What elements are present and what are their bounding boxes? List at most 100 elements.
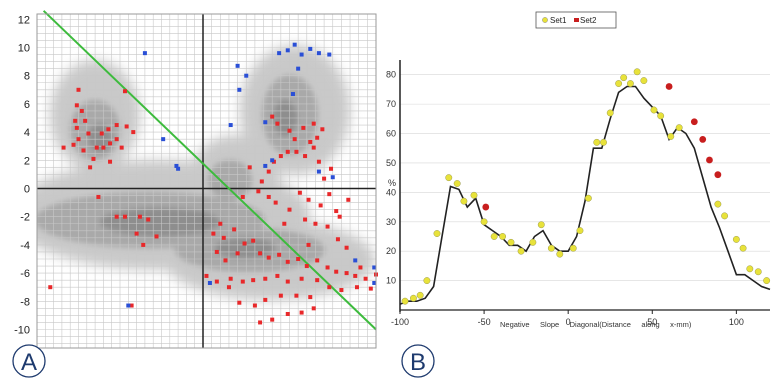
- set2-marker: [706, 156, 713, 164]
- red-point: [334, 209, 339, 214]
- red-point: [114, 137, 119, 142]
- red-point: [325, 224, 330, 229]
- blue-point: [290, 92, 295, 97]
- set1-marker: [754, 268, 762, 276]
- panel-b-line-chart: 10 20 30 40 50 60 70 80 -100 -50 0 50 100 % Negativ…: [386, 11, 771, 329]
- red-point: [327, 285, 332, 290]
- red-point: [73, 118, 78, 123]
- red-point: [96, 194, 101, 199]
- set1-marker: [620, 74, 628, 82]
- panel-b-x-axis-label: Negative Slope Diagonal(Distance along x…: [500, 320, 692, 329]
- red-point: [263, 276, 268, 281]
- red-point: [263, 297, 268, 302]
- red-point: [235, 251, 240, 256]
- red-point: [315, 135, 320, 140]
- red-point: [247, 165, 252, 170]
- panel-label-a: A: [12, 344, 46, 378]
- legend-set2-label: Set2: [580, 16, 597, 25]
- red-point: [354, 285, 359, 290]
- red-point: [124, 124, 129, 129]
- set1-marker: [470, 191, 478, 199]
- red-point: [48, 285, 53, 290]
- set1-marker: [453, 180, 461, 187]
- set1-marker: [460, 197, 468, 205]
- legend-set2-marker: [574, 18, 579, 22]
- red-point: [270, 317, 275, 322]
- blue-point: [277, 51, 282, 56]
- y-tick-label: 20: [386, 246, 396, 256]
- red-point: [275, 121, 280, 126]
- red-point: [154, 234, 159, 239]
- red-point: [344, 245, 349, 250]
- red-point: [101, 145, 106, 150]
- red-point: [71, 142, 76, 147]
- red-point: [134, 231, 139, 236]
- red-point: [266, 169, 271, 174]
- red-point: [344, 271, 349, 276]
- red-point: [368, 286, 373, 291]
- set1-marker: [547, 244, 555, 252]
- red-point: [114, 214, 119, 219]
- red-point: [363, 276, 368, 281]
- panel-label-b-text: B: [410, 349, 426, 376]
- blue-point: [244, 73, 249, 78]
- red-point: [106, 127, 111, 132]
- red-point: [335, 237, 340, 242]
- y-tick-label: 80: [386, 70, 396, 80]
- red-point: [79, 108, 84, 113]
- red-point: [294, 293, 299, 298]
- y-tick-label: 4: [24, 127, 30, 139]
- y-tick-label: 50: [386, 158, 396, 168]
- y-tick-label: 30: [386, 217, 396, 227]
- y-tick-label: 2: [24, 155, 30, 167]
- red-point: [211, 231, 216, 236]
- red-point: [232, 227, 237, 232]
- red-point: [273, 200, 278, 205]
- blue-point: [296, 66, 301, 71]
- red-point: [329, 166, 334, 171]
- y-tick-label: -8: [20, 296, 30, 308]
- red-point: [76, 137, 81, 142]
- red-point: [141, 242, 146, 247]
- set1-line: [399, 85, 771, 305]
- red-point: [285, 311, 290, 316]
- blue-point: [372, 265, 377, 270]
- set1-marker: [626, 80, 634, 87]
- red-point: [294, 149, 299, 154]
- red-point: [353, 273, 358, 278]
- panel-b-y-axis-label: %: [388, 178, 396, 188]
- red-point: [311, 306, 316, 311]
- blue-point: [292, 42, 297, 47]
- set1-marker: [401, 297, 409, 305]
- y-tick-label: 12: [18, 14, 30, 26]
- red-point: [218, 221, 223, 226]
- panel-label-a-text: A: [21, 349, 37, 376]
- panel-a-frame: [36, 13, 377, 349]
- set1-marker: [537, 221, 545, 229]
- red-point: [242, 241, 247, 246]
- red-point: [306, 242, 311, 247]
- red-point: [86, 131, 91, 136]
- red-point: [108, 141, 113, 146]
- red-point: [303, 217, 308, 222]
- red-point: [278, 293, 283, 298]
- red-point: [266, 255, 271, 260]
- set1-marker: [714, 200, 722, 208]
- blue-point: [270, 158, 275, 163]
- x-tick-label: -100: [391, 317, 409, 327]
- blue-point: [235, 63, 240, 68]
- set1-marker: [667, 133, 675, 140]
- y-tick-label: 0: [24, 184, 30, 196]
- red-point: [74, 125, 79, 130]
- blue-point: [228, 123, 233, 128]
- red-point: [325, 265, 330, 270]
- red-point: [346, 197, 351, 202]
- red-point: [228, 276, 233, 281]
- panel-b-x-tick-labels: -100 -50 0 50 100: [391, 310, 744, 327]
- panel-label-b-circle: [401, 344, 435, 378]
- red-point: [316, 159, 321, 164]
- red-point: [252, 303, 257, 308]
- red-point: [146, 217, 151, 222]
- red-point: [240, 279, 245, 284]
